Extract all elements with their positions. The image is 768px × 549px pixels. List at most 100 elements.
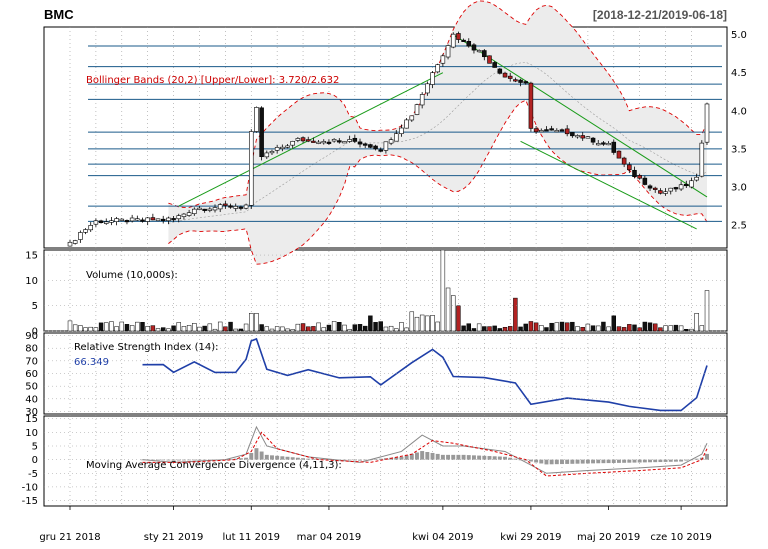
candle-body: [585, 136, 591, 139]
volume-bar: [419, 314, 425, 332]
volume-bar: [487, 326, 492, 332]
volume-bar: [67, 320, 73, 332]
macd-histogram-bar: [202, 459, 207, 461]
macd-tick-label: -15: [22, 496, 38, 507]
macd-signal-line: [142, 431, 708, 477]
volume-bar: [652, 323, 658, 332]
macd-histogram-bar: [471, 455, 476, 460]
volume-bar: [684, 329, 689, 332]
candle-body: [507, 75, 513, 79]
volume-bar: [321, 327, 326, 332]
macd-histogram-bar: [611, 459, 616, 463]
x-tick-label: lut 11 2019: [222, 532, 280, 543]
macd-histogram-bar: [492, 456, 497, 460]
candle-body: [487, 55, 492, 64]
rsi-legend: Relative Strength Index (14):: [74, 342, 219, 353]
volume-bar: [637, 327, 642, 332]
volume-bar: [285, 328, 290, 332]
candle-body: [533, 128, 539, 133]
bollinger-legend: Bollinger Bands (20,2) [Upper/Lower]: 3.…: [86, 75, 339, 86]
volume-bar: [663, 325, 668, 332]
candle-body: [580, 135, 585, 139]
volume-bar: [181, 326, 187, 332]
macd-histogram-bar: [342, 459, 347, 461]
volume-bar: [259, 324, 264, 332]
macd-histogram-bar: [275, 455, 280, 460]
volume-bar: [699, 325, 705, 332]
macd-histogram-bar: [171, 459, 176, 461]
candle-body: [471, 44, 477, 51]
chart-symbol: BMC: [44, 7, 74, 22]
volume-bar: [352, 324, 358, 332]
macd-histogram-bar: [352, 459, 357, 461]
candle-body: [326, 141, 332, 144]
macd-histogram-bar: [347, 459, 352, 461]
volume-bar: [207, 323, 213, 332]
candle-body: [637, 175, 642, 179]
volume-bar: [430, 315, 435, 332]
candle-body: [570, 132, 575, 137]
macd-histogram-bar: [637, 459, 642, 463]
candle-body: [357, 141, 363, 145]
macd-histogram-bar: [642, 459, 647, 463]
volume-bar: [223, 326, 228, 332]
candle-body: [606, 143, 611, 146]
candle-body: [129, 217, 135, 222]
volume-tick-label: 0: [32, 327, 38, 338]
volume-bar: [378, 321, 383, 332]
candle-body: [88, 225, 93, 231]
rsi-tick-label: 60: [25, 369, 38, 380]
macd-histogram-bar: [358, 459, 362, 461]
volume-bar: [72, 324, 78, 332]
candle-body: [98, 220, 104, 224]
volume-bar: [124, 324, 130, 332]
candle-body: [544, 129, 549, 132]
macd-histogram-bar: [280, 456, 285, 460]
volume-bar: [238, 328, 244, 332]
volume-bar: [451, 295, 456, 332]
rsi-tick-label: 30: [25, 407, 38, 418]
candle-body: [699, 142, 705, 177]
candle-body: [160, 218, 166, 221]
candle-body: [192, 208, 197, 214]
volume-bar: [155, 328, 161, 332]
macd-histogram-bar: [290, 457, 295, 460]
candle-body: [150, 217, 156, 221]
macd-histogram-bar: [648, 459, 653, 463]
volume-bar: [585, 323, 591, 332]
volume-bar: [274, 326, 280, 332]
macd-histogram-bar: [321, 459, 326, 460]
volume-bar: [559, 321, 565, 332]
rsi-panel: [142, 337, 708, 412]
volume-bar: [202, 325, 207, 332]
candle-body: [285, 145, 290, 148]
volume-bar: [280, 326, 285, 332]
volume-bar: [611, 315, 616, 332]
volume-bar: [311, 326, 316, 332]
macd-histogram-bar: [166, 459, 171, 461]
volume-bar: [513, 297, 518, 332]
volume-bar: [539, 325, 544, 332]
volume-bar: [678, 325, 684, 332]
macd-histogram-bar: [378, 458, 383, 460]
rsi-tick-label: 90: [25, 331, 38, 342]
rsi-tick-label: 70: [25, 356, 38, 367]
candle-body: [269, 151, 275, 154]
candle-body: [601, 142, 606, 145]
volume-bar: [140, 322, 145, 332]
volume-bar: [673, 324, 679, 332]
candle-body: [383, 141, 389, 151]
volume-bar: [440, 249, 446, 332]
volume-panel: [67, 249, 710, 332]
candle-body: [212, 207, 218, 211]
rsi-tick-label: 80: [25, 344, 38, 355]
macd-legend: Moving Average Convergence Divergence (4…: [86, 460, 342, 471]
candle-body: [611, 141, 617, 153]
rsi-line: [142, 337, 708, 412]
candle-body: [559, 129, 565, 132]
volume-bar: [596, 325, 601, 332]
candle-body: [502, 72, 508, 78]
volume-bar: [394, 328, 399, 332]
candle-body: [425, 83, 430, 94]
